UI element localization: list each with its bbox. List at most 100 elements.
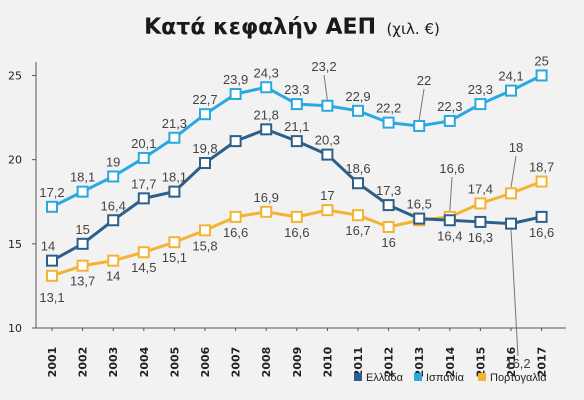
y-tick-label: 10 <box>8 322 22 335</box>
y-tick-label: 20 <box>8 154 22 167</box>
data-labels: 14 15 16,4 17,7 18,1 19,8 21,8 21,1 20,3 18,6 17,3… <box>39 53 554 371</box>
data-label: 22,3 <box>437 99 462 114</box>
data-label: 18 <box>509 140 523 155</box>
data-label: 13,7 <box>70 274 95 289</box>
x-tick-label: 2007 <box>230 347 243 378</box>
data-label: 16,2 <box>505 356 530 371</box>
data-label: 15 <box>75 222 89 237</box>
data-label: 16,7 <box>345 223 370 238</box>
data-label: 16 <box>381 235 395 250</box>
y-tick-label: 15 <box>8 238 22 251</box>
data-label: 18,6 <box>345 161 370 176</box>
data-label: 25 <box>534 53 548 68</box>
x-tick-label: 2013 <box>413 347 426 378</box>
x-tick-label: 2012 <box>383 347 396 378</box>
data-point <box>535 175 548 188</box>
data-label: 23,3 <box>468 82 493 97</box>
legend-label: Ελλάδα <box>366 372 404 384</box>
data-label: 18,1 <box>70 170 95 185</box>
data-point <box>321 204 334 217</box>
data-label: 23,2 <box>311 59 336 74</box>
data-label: 17,7 <box>131 176 156 191</box>
legend-swatch <box>478 373 486 381</box>
data-label: 16,6 <box>284 225 309 240</box>
data-point <box>290 135 303 148</box>
data-point <box>137 151 150 164</box>
x-tick-label: 2015 <box>474 347 487 378</box>
data-point <box>137 192 150 205</box>
data-point <box>382 116 395 129</box>
data-label: 20,1 <box>131 136 156 151</box>
data-label: 18,1 <box>162 170 187 185</box>
data-point <box>474 215 487 228</box>
data-label: 22 <box>417 73 431 88</box>
data-point <box>199 224 211 237</box>
data-point <box>168 185 181 198</box>
data-point <box>260 123 273 136</box>
leader-line <box>510 155 517 188</box>
data-label: 21,1 <box>284 119 309 134</box>
data-label: 18,7 <box>529 160 554 175</box>
data-point <box>137 246 150 259</box>
leader-line <box>449 176 453 211</box>
data-label: 16,5 <box>407 197 432 212</box>
data-point <box>474 197 487 210</box>
x-tick-label: 2017 <box>536 347 549 378</box>
data-label: 23,9 <box>223 72 248 87</box>
x-tick-label: 2014 <box>444 346 457 377</box>
x-tick-label: 2008 <box>260 347 273 378</box>
data-label: 15,1 <box>162 250 187 265</box>
data-label: 17,3 <box>376 183 401 198</box>
data-point <box>229 135 242 148</box>
data-point <box>352 104 364 117</box>
data-point <box>229 87 242 100</box>
data-point <box>474 98 487 111</box>
legend: Ελλάδα Ισπανία Πορτογαλία <box>354 372 547 384</box>
data-label: 16,4 <box>437 228 462 243</box>
data-point <box>46 200 58 213</box>
x-tick-label: 2010 <box>321 346 334 377</box>
data-point <box>382 199 395 212</box>
data-label: 23,3 <box>284 82 309 97</box>
data-point <box>290 210 303 223</box>
data-label: 17 <box>320 188 334 203</box>
x-tick-label: 2005 <box>168 347 181 378</box>
data-label: 14 <box>106 269 120 284</box>
data-point <box>535 210 548 223</box>
data-point <box>443 214 456 227</box>
data-point <box>107 254 120 267</box>
data-point <box>229 210 242 223</box>
data-label: 16,6 <box>529 225 554 240</box>
series-markers <box>46 69 548 282</box>
data-point <box>290 98 303 111</box>
data-point <box>535 69 548 82</box>
data-point <box>382 220 395 233</box>
data-point <box>46 269 58 282</box>
data-point <box>260 81 273 94</box>
data-point <box>168 236 181 249</box>
data-point <box>46 254 58 267</box>
data-label: 16,3 <box>468 230 493 245</box>
chart-title-main: Κατά κεφαλήν ΑΕΠ <box>144 15 376 40</box>
data-point <box>413 212 426 225</box>
data-label: 16,6 <box>439 161 464 176</box>
x-tick-label: 2006 <box>199 346 212 377</box>
x-tick-label: 2002 <box>77 347 90 378</box>
data-label: 24,3 <box>254 65 279 80</box>
data-point <box>352 177 364 190</box>
data-label: 13,1 <box>39 290 64 305</box>
leader-line <box>323 74 328 100</box>
data-label: 14,5 <box>131 260 156 275</box>
chart-title-unit: (χιλ. €) <box>386 20 439 38</box>
data-label: 16,9 <box>254 190 279 205</box>
data-point <box>199 108 211 121</box>
data-point <box>321 99 334 112</box>
data-point <box>505 217 517 230</box>
chart-title: Κατά κεφαλήν ΑΕΠ (χιλ. €) <box>144 15 440 40</box>
x-tick-label: 2009 <box>291 347 304 378</box>
data-point <box>260 205 273 218</box>
data-label: 22,7 <box>192 92 217 107</box>
data-label: 16,4 <box>101 198 126 213</box>
legend-label: Πορτογαλία <box>490 372 547 384</box>
